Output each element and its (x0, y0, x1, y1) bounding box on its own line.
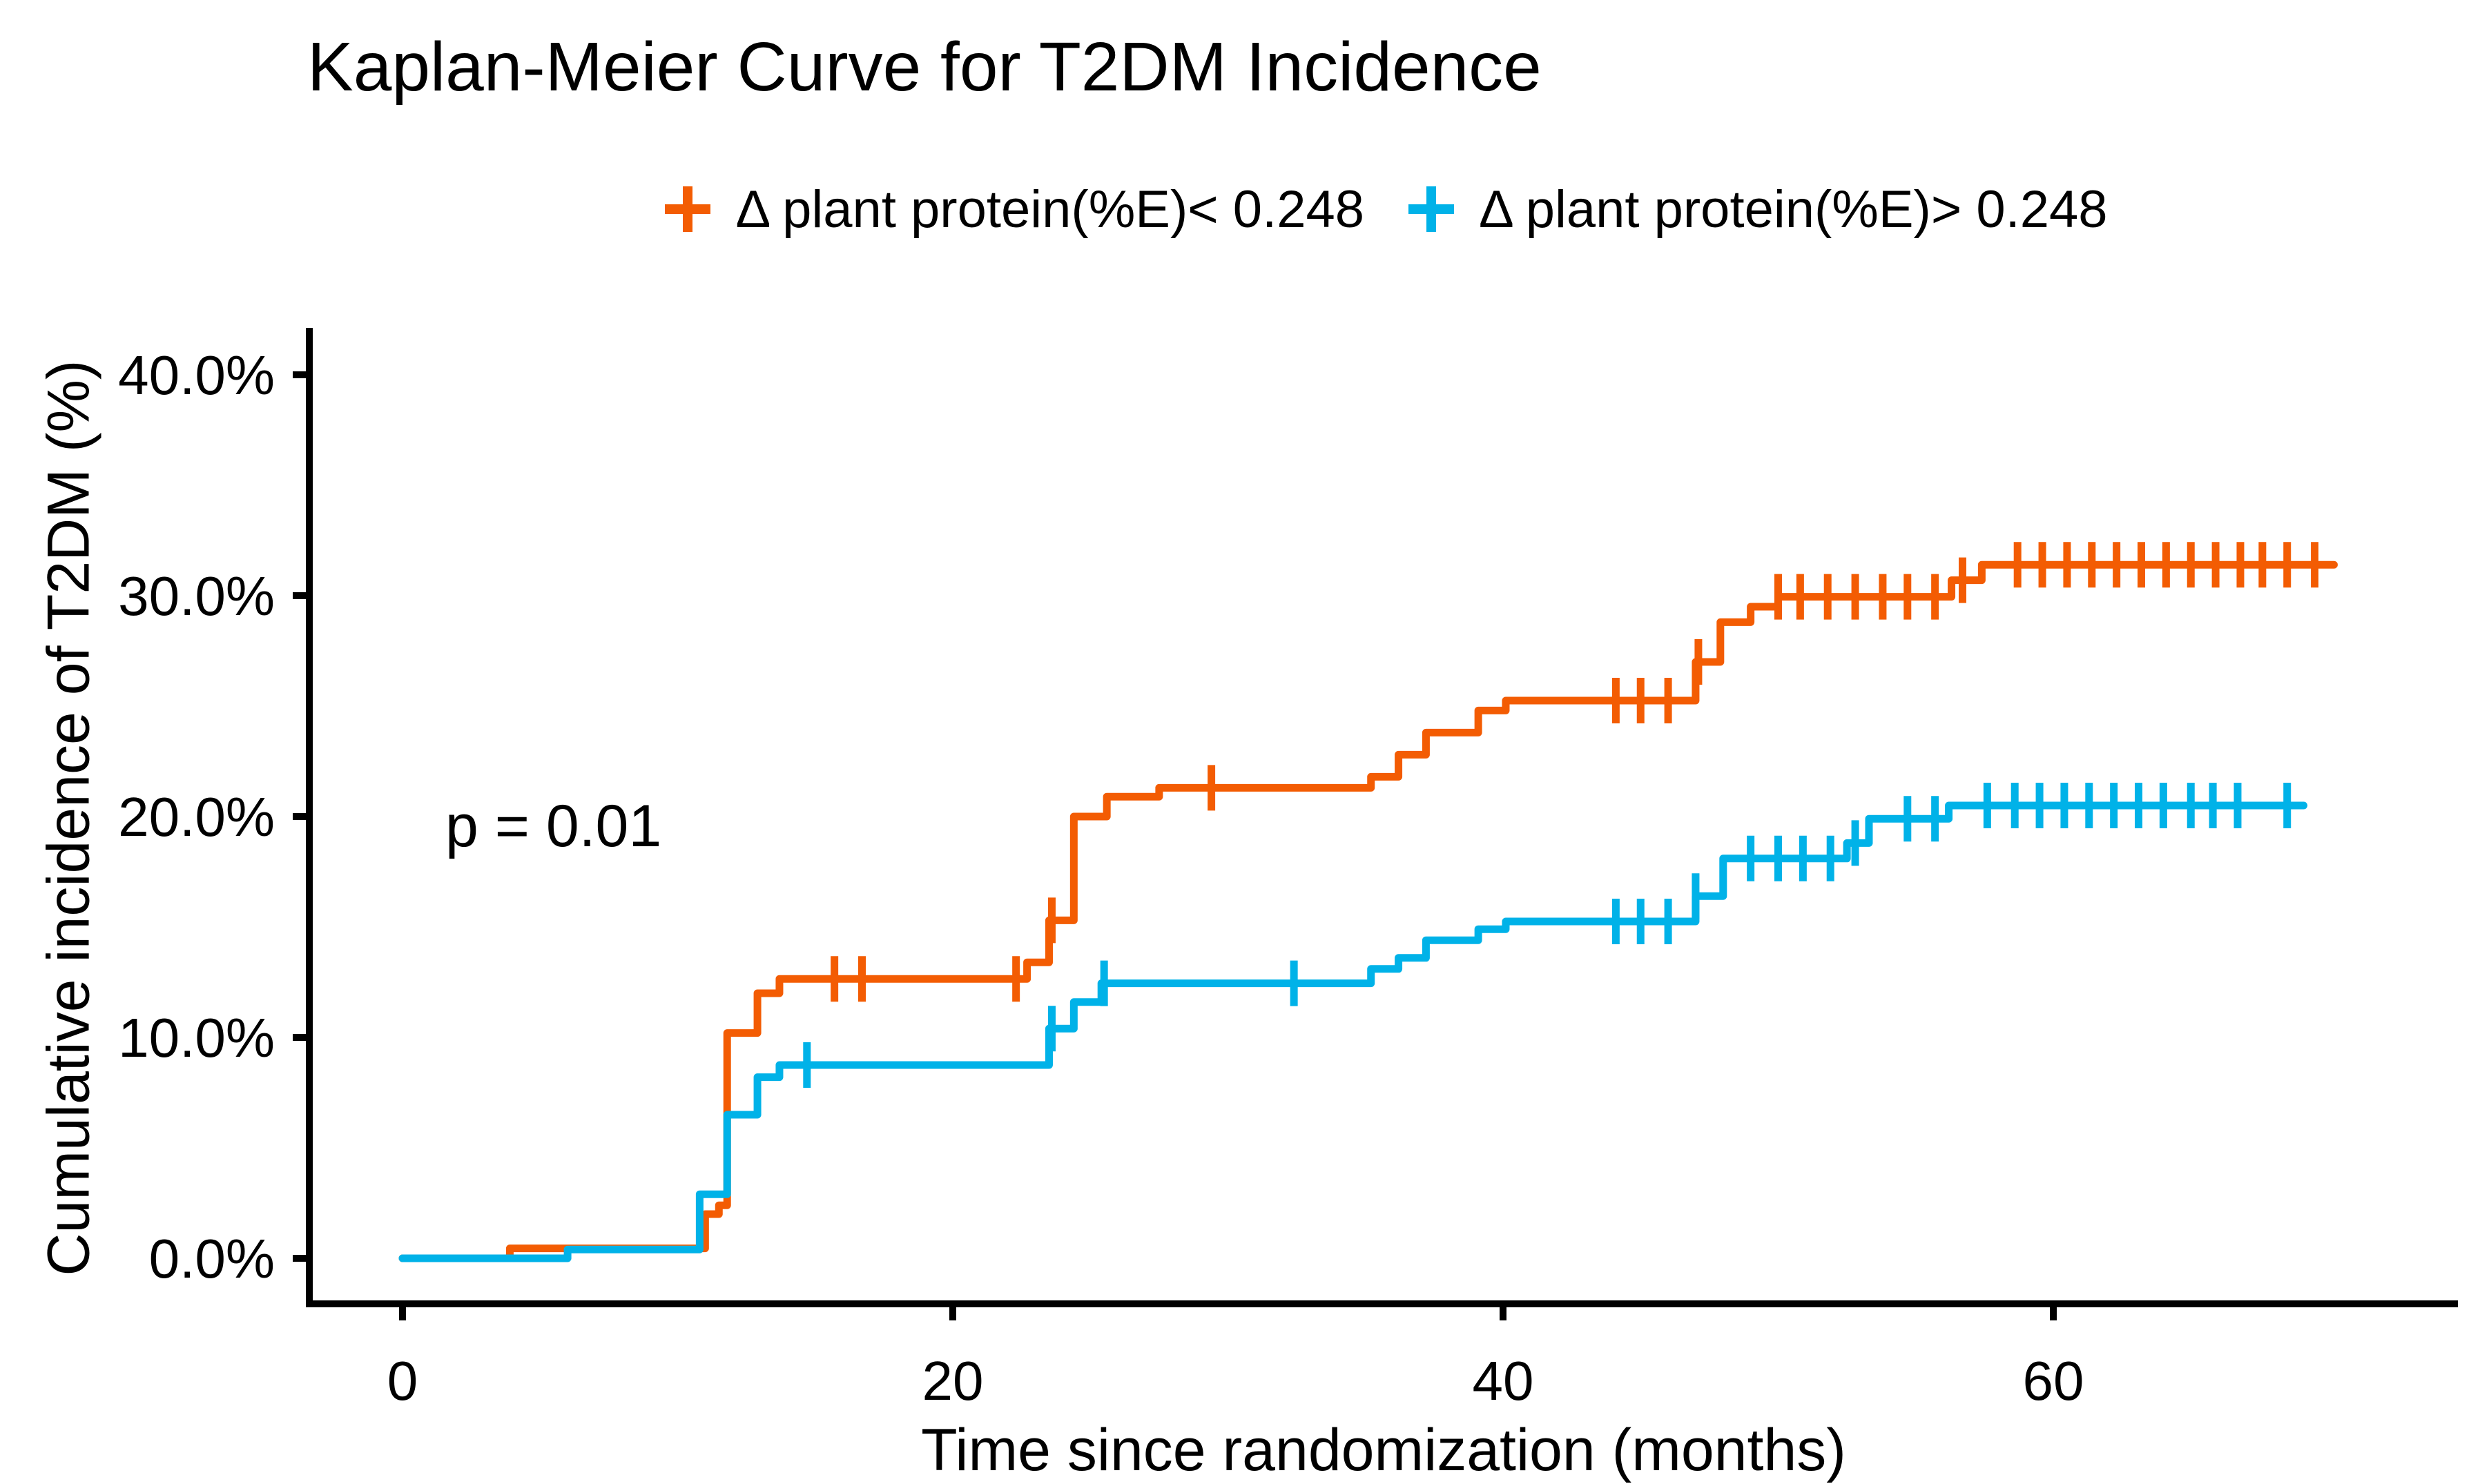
y-tick-label: 0.0% (149, 1228, 275, 1289)
x-tick-label: 0 (387, 1350, 418, 1412)
y-tick-label: 10.0% (118, 1007, 275, 1068)
y-tick-label: 30.0% (118, 565, 275, 627)
plus-censor-icon (1408, 186, 1454, 232)
plus-censor-icon (665, 186, 711, 232)
x-tick-label: 40 (1473, 1350, 1534, 1412)
x-tick-label: 20 (922, 1350, 984, 1412)
legend: Δ plant protein(%E)< 0.248 Δ plant prote… (309, 171, 2458, 247)
y-tick-label: 20.0% (118, 786, 275, 848)
legend-label-lt: Δ plant protein(%E)< 0.248 (735, 179, 1364, 239)
p-value-annotation: p = 0.01 (445, 793, 662, 859)
x-axis-title: Time since randomization (months) (921, 1417, 1846, 1483)
legend-item-gt: Δ plant protein(%E)> 0.248 (1403, 179, 2108, 240)
chart-title: Kaplan-Meier Curve for T2DM Incidence (307, 28, 1542, 106)
y-tick-label: 40.0% (118, 344, 275, 406)
series-line-0 (398, 560, 2338, 1262)
x-tick-label: 60 (2023, 1350, 2084, 1412)
series-line-1 (398, 801, 2308, 1262)
legend-item-lt: Δ plant protein(%E)< 0.248 (659, 179, 1364, 240)
legend-label-gt: Δ plant protein(%E)> 0.248 (1479, 179, 2108, 239)
